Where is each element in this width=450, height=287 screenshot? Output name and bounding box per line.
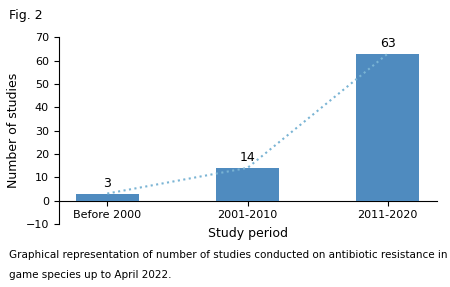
Y-axis label: Number of studies: Number of studies — [7, 73, 20, 188]
Text: 63: 63 — [380, 37, 396, 50]
Bar — [356, 54, 419, 201]
Text: 3: 3 — [104, 177, 111, 190]
Text: game species up to April 2022.: game species up to April 2022. — [9, 270, 171, 280]
Text: Graphical representation of number of studies conducted on antibiotic resistance: Graphical representation of number of st… — [9, 250, 450, 260]
Bar — [216, 168, 279, 201]
Bar — [76, 193, 139, 201]
Text: 14: 14 — [239, 152, 256, 164]
Text: Fig. 2: Fig. 2 — [9, 9, 43, 22]
X-axis label: Study period: Study period — [207, 227, 288, 240]
